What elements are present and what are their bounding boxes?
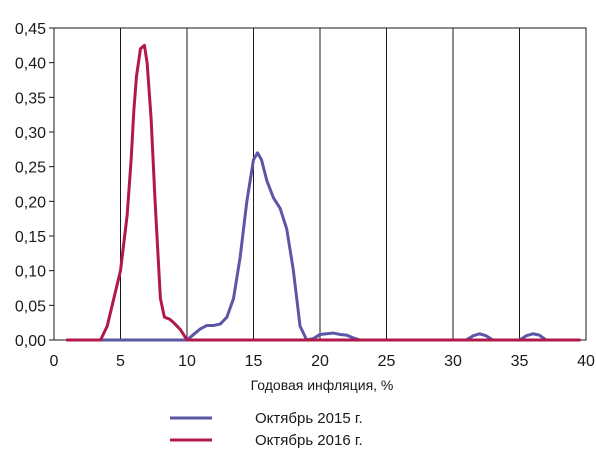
- grid-layer: [120, 28, 520, 340]
- series-layer: [65, 43, 581, 342]
- x-tick-label: 20: [311, 353, 329, 370]
- y-tick-label: 0,30: [15, 125, 46, 142]
- x-tick-label: 15: [245, 353, 263, 370]
- y-tick-label: 0,20: [15, 194, 46, 211]
- y-tick-label: 0,00: [15, 333, 46, 350]
- x-tick-label: 35: [511, 353, 529, 370]
- x-tick-label: 5: [116, 353, 125, 370]
- x-axis-label: Годовая инфляция, %: [251, 377, 394, 393]
- ticks-layer: 0 5 10 15 20 25 30 35 40 0,00 0,05 0,10 0,15 0,20 0,25…: [15, 21, 595, 370]
- x-tick-label: 30: [444, 353, 462, 370]
- x-tick-label: 10: [178, 353, 196, 370]
- y-tick-label: 0,25: [15, 160, 46, 177]
- x-tick-label: 25: [378, 353, 396, 370]
- series-line-2: [65, 43, 581, 342]
- y-tick-label: 0,10: [15, 264, 46, 281]
- legend-label-2: Октябрь 2016 г.: [255, 432, 363, 449]
- x-tick-label: 0: [50, 353, 59, 370]
- y-tick-label: 0,15: [15, 229, 46, 246]
- legend-label-1: Октябрь 2015 г.: [255, 410, 363, 427]
- y-tick-label: 0,40: [15, 56, 46, 73]
- y-tick-label: 0,35: [15, 90, 46, 107]
- legend: Октябрь 2015 г. Октябрь 2016 г.: [170, 410, 363, 449]
- y-tick-label: 0,05: [15, 298, 46, 315]
- y-tick-label: 0,45: [15, 21, 46, 38]
- x-tick-label: 40: [577, 353, 595, 370]
- series-line-1: [65, 151, 581, 342]
